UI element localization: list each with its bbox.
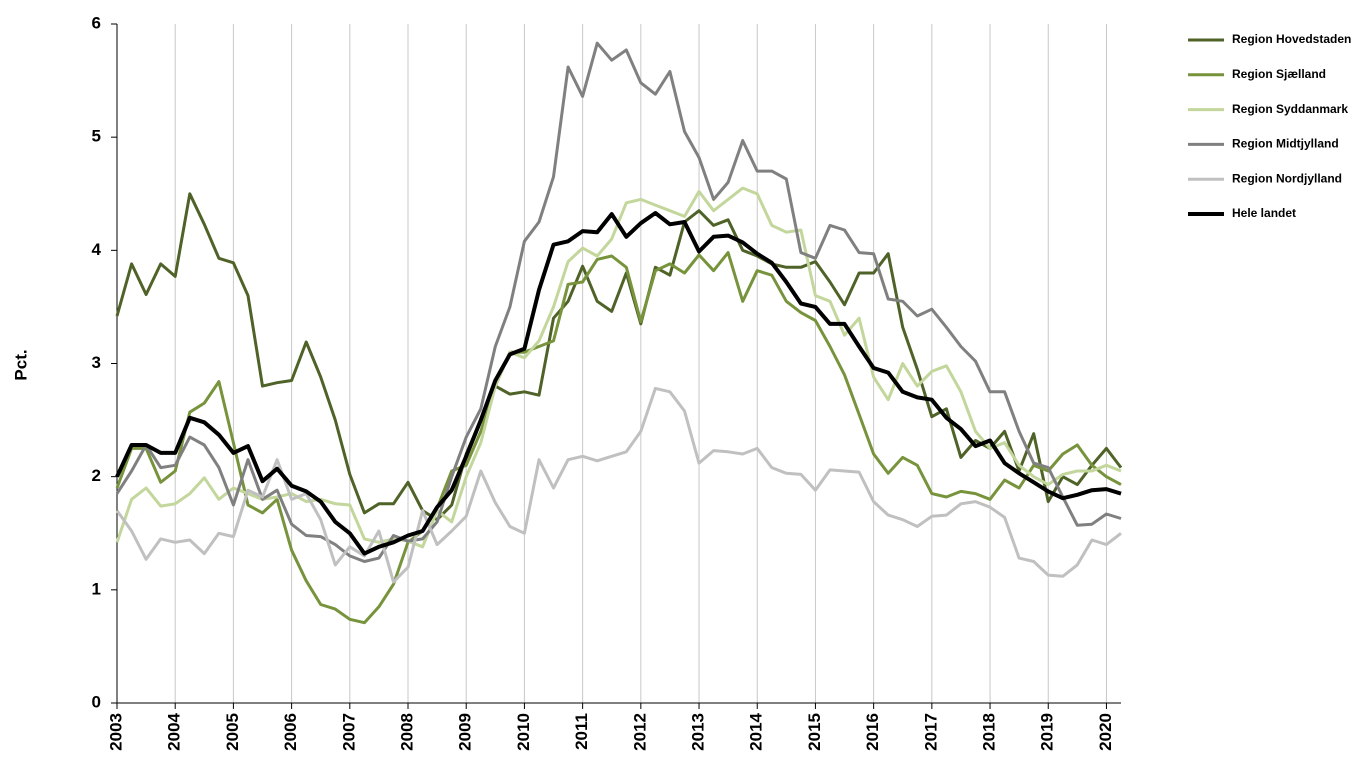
y-tick-label: 4	[92, 240, 102, 259]
x-tick-label: 2012	[630, 713, 649, 751]
legend-label: Region Sjælland	[1232, 67, 1326, 81]
y-tick-label: 2	[92, 466, 101, 485]
x-tick-label: 2015	[805, 713, 824, 751]
x-tick-label: 2020	[1096, 713, 1115, 751]
legend-label: Hele landet	[1232, 206, 1296, 220]
x-tick-label: 2018	[980, 713, 999, 751]
legend-label: Region Midtjylland	[1232, 137, 1339, 151]
x-tick-label: 2013	[689, 713, 708, 751]
x-tick-label: 2010	[514, 713, 533, 751]
x-tick-label: 2007	[339, 713, 358, 751]
line	[115, 251, 1122, 625]
y-tick-label: 3	[92, 353, 101, 372]
x-tick-label: 2019	[1038, 713, 1057, 751]
y-tick-label: 6	[92, 13, 101, 32]
line	[115, 192, 1123, 522]
x-tick-label: 2009	[456, 713, 475, 751]
x-tick-label: 2008	[397, 713, 416, 751]
line	[115, 186, 1122, 549]
x-tick-label: 2014	[747, 712, 766, 750]
x-tick-label: 2011	[572, 713, 591, 750]
y-tick-label: 5	[92, 127, 101, 146]
x-tick-label: 2017	[921, 713, 940, 751]
x-tick-label: 2016	[863, 713, 882, 751]
x-tick-label: 2005	[223, 713, 242, 751]
x-tick-label: 2006	[281, 713, 300, 751]
line	[115, 41, 1122, 563]
y-axis-label: Pct.	[11, 349, 30, 380]
x-tick-label: 2004	[165, 712, 184, 750]
y-tick-label: 1	[92, 579, 101, 598]
x-tick-label: 2003	[106, 713, 125, 751]
legend-label: Region Nordjylland	[1232, 171, 1342, 185]
y-tick-label: 0	[92, 692, 101, 711]
legend-label: Region Hovedstaden	[1232, 32, 1351, 46]
line	[115, 211, 1122, 556]
legend-label: Region Syddanmark	[1232, 102, 1348, 116]
